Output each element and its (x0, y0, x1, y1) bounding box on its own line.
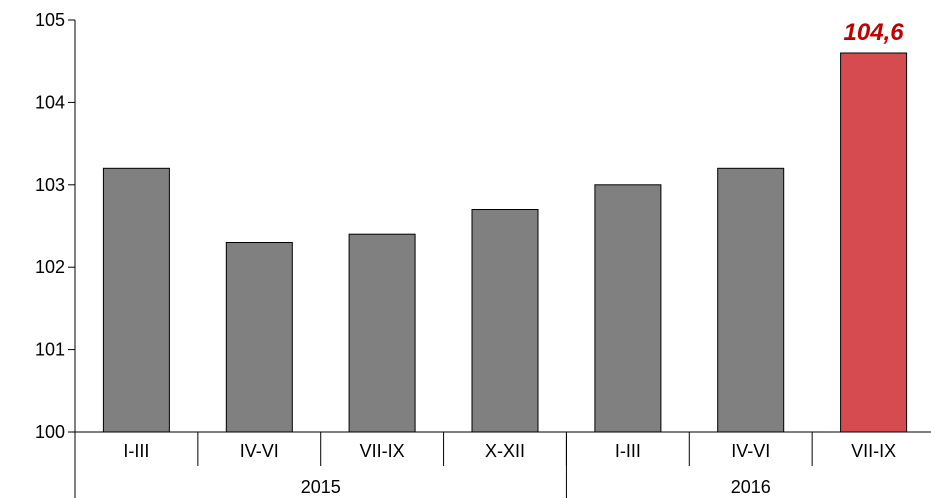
bar (594, 184, 662, 433)
y-tick-label: 100 (35, 422, 65, 442)
x-tick-label: I-III (615, 441, 641, 461)
y-tick-label: 104 (35, 92, 65, 112)
y-tick-label: 101 (35, 340, 65, 360)
bar (471, 209, 539, 433)
x-tick-label: VII-IX (851, 441, 896, 461)
x-tick-label: VII-IX (360, 441, 405, 461)
y-tick-label: 105 (35, 10, 65, 30)
x-tick-label: X-XII (485, 441, 525, 461)
bars (102, 52, 908, 433)
x-tick-label: IV-VI (731, 441, 770, 461)
bar (102, 167, 170, 433)
x-group-label: 2016 (731, 477, 771, 497)
x-tick-label: I-III (123, 441, 149, 461)
highlight-data-label: 104,6 (844, 19, 905, 46)
y-tick-label: 103 (35, 175, 65, 195)
bar (717, 167, 785, 433)
axes (68, 19, 931, 498)
bar-highlight (840, 52, 908, 433)
labels: 100 101 102 103 104 105 I-III IV-VI VII-IX X-XII I… (35, 10, 904, 497)
y-tick-label: 102 (35, 257, 65, 277)
bar (225, 242, 293, 433)
bar (348, 233, 416, 433)
x-group-label: 2015 (301, 477, 341, 497)
x-tick-label: IV-VI (240, 441, 279, 461)
